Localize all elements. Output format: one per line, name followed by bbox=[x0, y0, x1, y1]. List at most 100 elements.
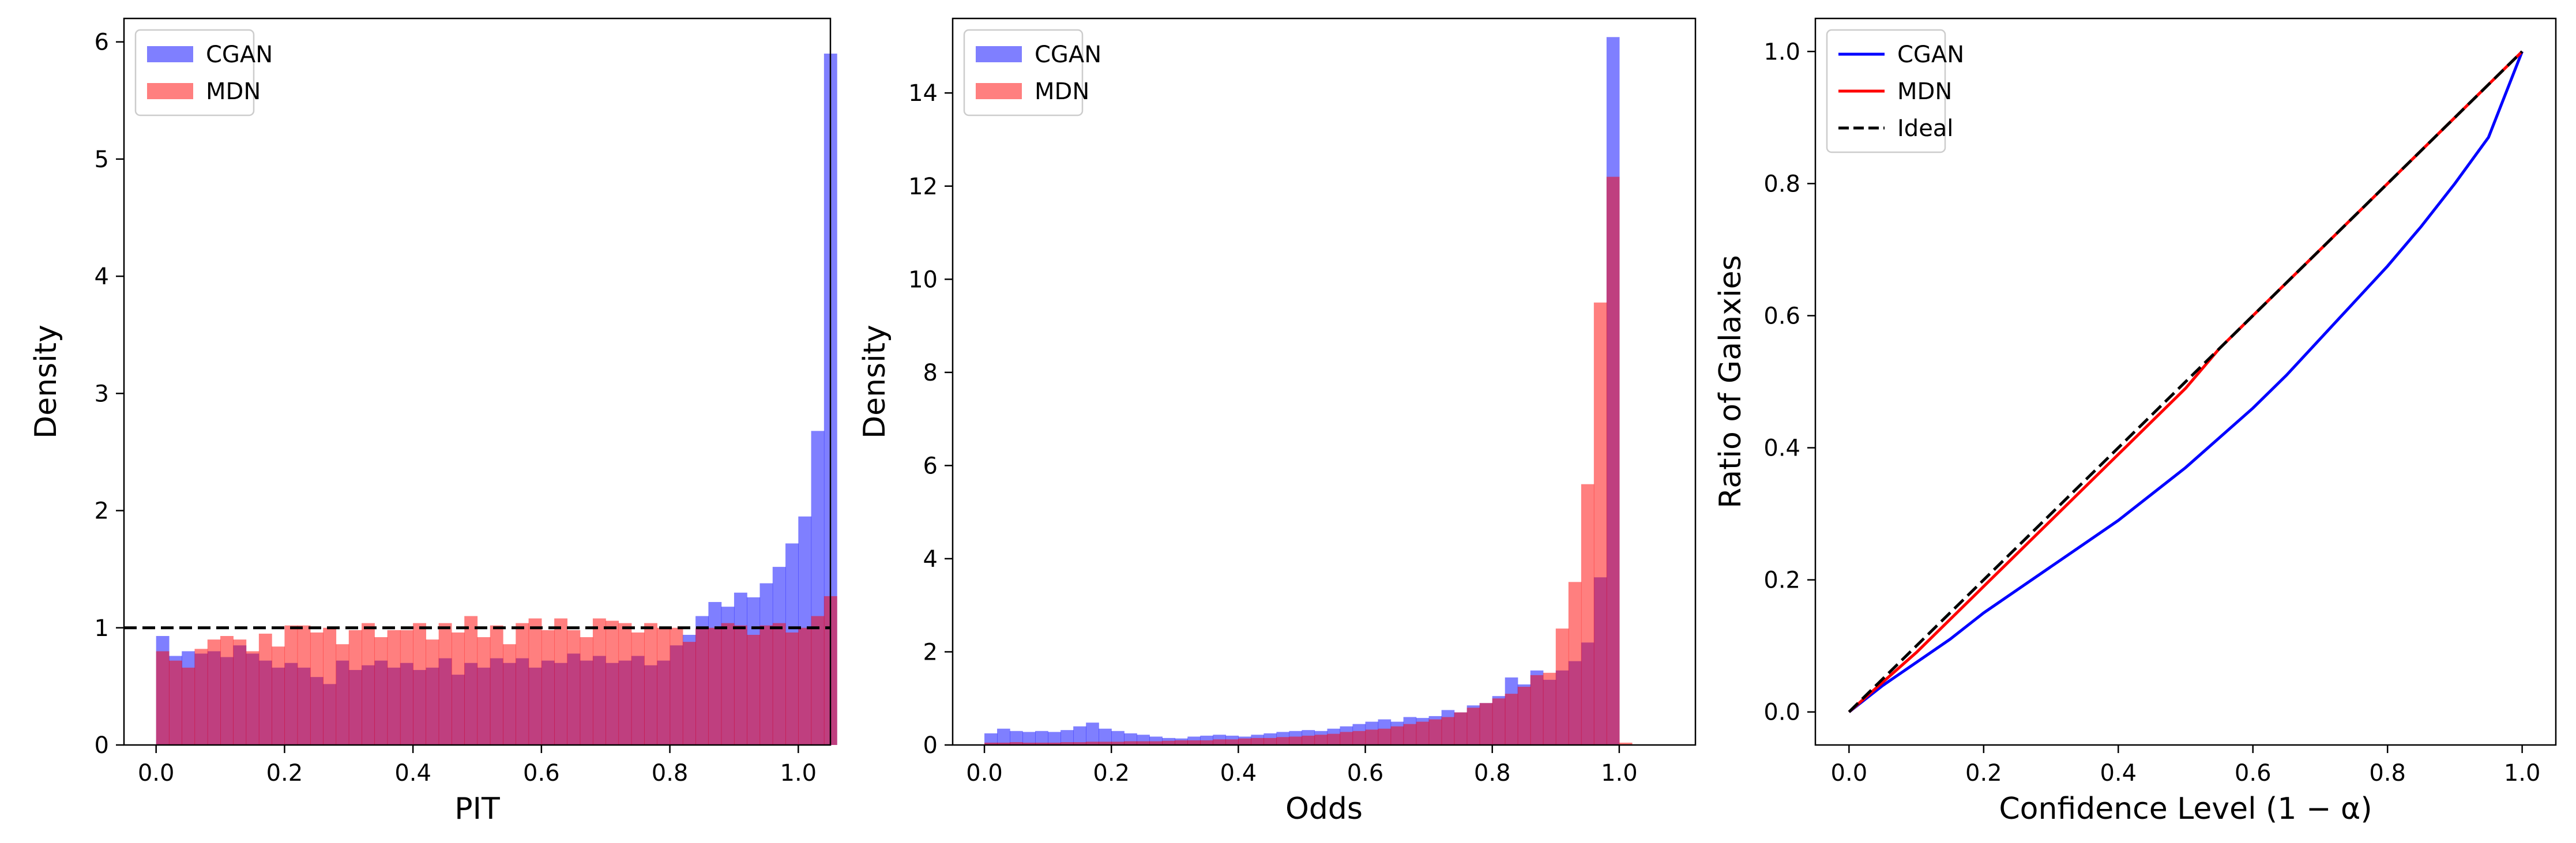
bar-mdn-27 bbox=[1327, 733, 1341, 745]
series-cgan bbox=[984, 37, 1620, 745]
x-tick-label: 0.6 bbox=[2235, 760, 2272, 786]
bar-mdn-13 bbox=[323, 627, 337, 745]
bar-cgan-5 bbox=[1048, 732, 1061, 745]
bar-mdn-31 bbox=[1378, 728, 1392, 745]
bar-mdn-0 bbox=[984, 742, 998, 745]
bar-mdn-26 bbox=[490, 625, 503, 745]
x-tick-label: 0.8 bbox=[652, 760, 689, 786]
bar-mdn-16 bbox=[1187, 740, 1201, 745]
bar-mdn-47 bbox=[1581, 484, 1595, 745]
bar-mdn-17 bbox=[1200, 740, 1213, 745]
bar-mdn-13 bbox=[1149, 741, 1163, 745]
legend: CGAN MDN bbox=[963, 29, 1101, 116]
bar-mdn-19 bbox=[1225, 739, 1239, 745]
bar-mdn-35 bbox=[606, 620, 619, 745]
legend: CGAN MDN Ideal bbox=[1826, 29, 1964, 153]
x-tick-label: 0.2 bbox=[1093, 760, 1130, 786]
bar-cgan-6 bbox=[1061, 730, 1074, 745]
bar-mdn-41 bbox=[1505, 694, 1518, 745]
bar-mdn-32 bbox=[567, 630, 581, 745]
x-axis: 0.0 0.2 0.4 0.6 0.8 1.0 bbox=[1831, 745, 2540, 786]
legend-swatch-cgan bbox=[147, 46, 193, 62]
bar-mdn-0 bbox=[156, 651, 170, 745]
bar-mdn-45 bbox=[1555, 629, 1569, 745]
bar-mdn-36 bbox=[618, 623, 632, 745]
x-tick-label: 1.0 bbox=[1601, 760, 1638, 786]
legend-label-cgan: CGAN bbox=[1897, 42, 1964, 68]
bar-mdn-1 bbox=[997, 742, 1010, 745]
x-axis-label: Odds bbox=[1285, 792, 1363, 826]
bar-mdn-9 bbox=[1099, 742, 1112, 745]
bar-mdn-20 bbox=[1238, 738, 1251, 745]
bar-mdn-14 bbox=[1162, 740, 1175, 745]
bar-mdn-28 bbox=[516, 623, 529, 745]
bar-mdn-3 bbox=[1022, 742, 1036, 745]
y-tick-label: 14 bbox=[908, 80, 938, 107]
bar-mdn-15 bbox=[1175, 740, 1188, 745]
series-cgan-line bbox=[1848, 51, 2524, 713]
x-axis-label: PIT bbox=[454, 792, 500, 826]
bar-mdn-30 bbox=[1365, 729, 1379, 745]
bar-mdn-19 bbox=[400, 630, 413, 745]
y-tick-label: 2 bbox=[95, 498, 109, 525]
bar-cgan-10 bbox=[1111, 731, 1125, 745]
legend-swatch-mdn bbox=[976, 83, 1022, 99]
legend-label-ideal: Ideal bbox=[1897, 115, 1953, 142]
bar-mdn-49 bbox=[1606, 176, 1620, 745]
axes-frame bbox=[123, 17, 832, 746]
bar-mdn-38 bbox=[644, 623, 657, 745]
y-axis: 0 1 2 3 4 5 6 bbox=[95, 29, 124, 759]
bar-mdn-11 bbox=[297, 625, 311, 745]
series-mdn bbox=[984, 176, 1633, 745]
bar-mdn-14 bbox=[336, 644, 349, 745]
y-tick-label: 2 bbox=[923, 639, 938, 665]
x-tick-label: 0.4 bbox=[1220, 760, 1257, 786]
bar-mdn-25 bbox=[1302, 735, 1315, 745]
bar-mdn-5 bbox=[1048, 742, 1061, 745]
bar-mdn-48 bbox=[772, 623, 786, 745]
bar-mdn-50 bbox=[798, 627, 812, 745]
bar-mdn-34 bbox=[592, 618, 606, 745]
y-tick-label: 0.0 bbox=[1763, 699, 1800, 726]
bar-mdn-29 bbox=[1352, 731, 1366, 745]
bar-mdn-46 bbox=[1568, 582, 1582, 745]
bar-mdn-6 bbox=[1061, 742, 1074, 745]
y-tick-label: 10 bbox=[908, 266, 938, 293]
bar-mdn-30 bbox=[541, 630, 555, 745]
legend-box bbox=[1826, 29, 1946, 153]
bar-cgan-2 bbox=[1010, 731, 1023, 745]
axes-frame bbox=[952, 17, 1697, 746]
y-tick-label: 4 bbox=[923, 546, 938, 573]
y-tick-label: 0 bbox=[923, 732, 938, 759]
bar-mdn-44 bbox=[721, 623, 735, 745]
x-tick-label: 0.6 bbox=[523, 760, 560, 786]
legend-label-mdn: MDN bbox=[206, 78, 261, 105]
bar-mdn-31 bbox=[554, 618, 568, 745]
y-tick-label: 0.6 bbox=[1763, 303, 1800, 329]
bar-mdn-25 bbox=[477, 637, 491, 745]
y-tick-label: 0 bbox=[95, 732, 109, 759]
bar-mdn-43 bbox=[708, 627, 722, 745]
bar-mdn-49 bbox=[785, 632, 799, 745]
legend-label-mdn: MDN bbox=[1035, 78, 1089, 105]
series-mdn-line bbox=[1848, 50, 2524, 713]
bar-mdn-18 bbox=[387, 630, 401, 745]
y-tick-label: 0.2 bbox=[1763, 567, 1800, 594]
chart-panel-3: 0.0 0.2 0.4 0.6 0.8 1.0 0.0 0.2 0.4 0.6 0.8 1.0 Conf… bbox=[1713, 17, 2557, 826]
legend-swatch-mdn bbox=[147, 83, 193, 99]
bar-cgan-8 bbox=[1086, 722, 1099, 745]
x-tick-label: 0.8 bbox=[2369, 760, 2406, 786]
bar-mdn-48 bbox=[1593, 302, 1607, 745]
y-axis: 0 2 4 6 8 10 12 14 bbox=[908, 80, 953, 759]
legend-label-mdn: MDN bbox=[1897, 78, 1952, 105]
bar-mdn-37 bbox=[631, 632, 645, 745]
y-tick-label: 6 bbox=[95, 29, 109, 56]
x-tick-label: 0.2 bbox=[1965, 760, 2002, 786]
bar-mdn-22 bbox=[438, 623, 452, 745]
bar-mdn-33 bbox=[1403, 724, 1417, 745]
y-tick-label: 5 bbox=[95, 146, 109, 173]
legend-label-cgan: CGAN bbox=[1035, 42, 1101, 68]
bar-mdn-51 bbox=[811, 616, 825, 745]
x-axis: 0.0 0.2 0.4 0.6 0.8 1.0 bbox=[138, 745, 817, 786]
bar-mdn-15 bbox=[348, 630, 362, 745]
